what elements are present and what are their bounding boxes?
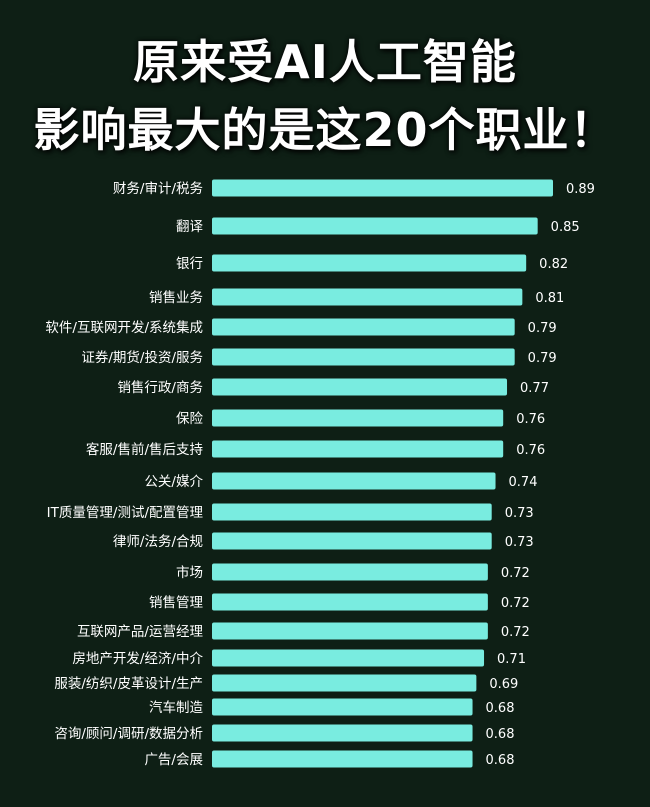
bar [212, 288, 523, 306]
bar [212, 318, 515, 336]
value-label: 0.72 [501, 596, 530, 611]
bar [212, 532, 492, 550]
chart-title-line2: 影响最大的是这20个职业！ [33, 103, 617, 157]
value-label: 0.89 [566, 182, 595, 197]
bar [212, 179, 553, 197]
category-label: 证券/期货/投资/服务 [81, 349, 203, 366]
chart-title-line1: 原来受AI人工智能 [133, 35, 517, 89]
category-label: 保险 [176, 411, 203, 427]
category-label: 互联网产品/运营经理 [77, 624, 204, 640]
category-label: 销售业务 [149, 290, 203, 306]
bar [212, 409, 504, 427]
value-label: 0.71 [497, 652, 526, 667]
bar [212, 622, 488, 640]
bar [212, 503, 492, 521]
value-label: 0.69 [489, 677, 518, 692]
value-label: 0.68 [486, 727, 515, 742]
bar [212, 472, 496, 490]
bar [212, 378, 508, 396]
bar [212, 674, 477, 692]
category-label: 财务/审计/税务 [113, 181, 203, 197]
value-label: 0.79 [528, 321, 557, 336]
bar [212, 698, 473, 716]
value-label: 0.85 [551, 220, 580, 235]
value-label: 0.68 [486, 701, 515, 716]
category-label: 销售管理 [149, 595, 203, 611]
value-label: 0.77 [520, 381, 549, 396]
category-label: 房地产开发/经济/中介 [72, 651, 203, 667]
bar [212, 750, 473, 768]
value-label: 0.76 [516, 443, 545, 458]
category-label: 律师/法务/合规 [113, 534, 203, 550]
bar [212, 217, 538, 235]
bar [212, 724, 473, 742]
category-label: 咨询/顾问/调研/数据分析 [54, 726, 203, 742]
bar [212, 649, 485, 667]
bar [212, 348, 515, 366]
value-label: 0.72 [501, 566, 530, 581]
value-label: 0.73 [505, 506, 534, 521]
bar [212, 563, 488, 581]
category-label: 销售行政/商务 [117, 380, 203, 396]
value-label: 0.73 [505, 535, 534, 550]
category-label: IT质量管理/测试/配置管理 [47, 505, 204, 521]
category-label: 软件/互联网开发/系统集成 [45, 320, 203, 336]
category-label: 银行 [176, 256, 203, 272]
category-label: 客服/售前/售后支持 [86, 441, 203, 458]
bar [212, 254, 527, 272]
value-label: 0.72 [501, 625, 530, 640]
value-label: 0.68 [486, 753, 515, 768]
category-label: 广告/会展 [144, 752, 203, 768]
category-label: 翻译 [176, 219, 203, 235]
value-label: 0.76 [516, 412, 545, 427]
value-label: 0.79 [528, 351, 557, 366]
category-label: 服装/纺织/皮革设计/生产 [54, 676, 203, 692]
value-label: 0.82 [539, 257, 568, 272]
value-label: 0.74 [509, 475, 538, 490]
bar [212, 593, 488, 611]
category-label: 市场 [176, 564, 203, 581]
category-label: 汽车制造 [149, 699, 203, 716]
category-label: 公关/媒介 [144, 474, 203, 490]
bar [212, 440, 504, 458]
value-label: 0.81 [535, 291, 564, 306]
